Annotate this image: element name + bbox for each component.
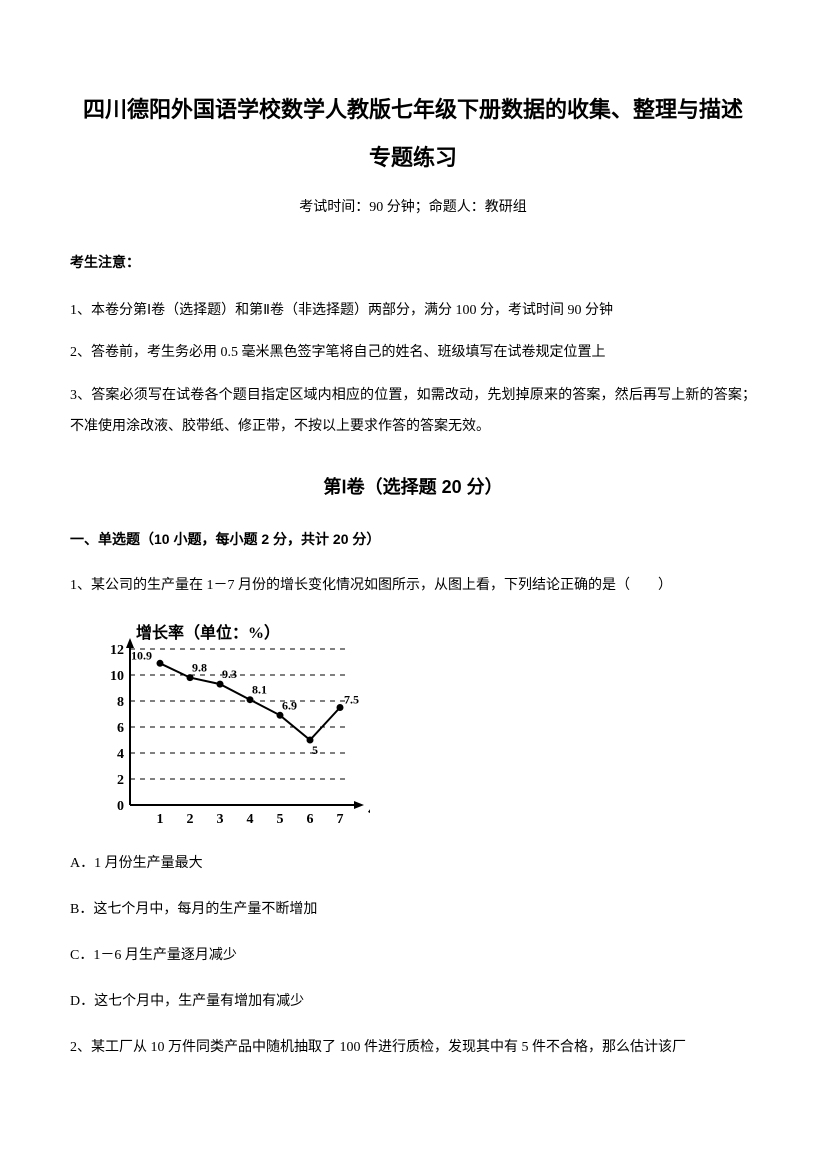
svg-text:6: 6 [117, 721, 124, 736]
svg-text:9.8: 9.8 [192, 661, 207, 675]
svg-text:10: 10 [110, 669, 124, 684]
q1-option-b: B．这七个月中，每月的生产量不断增加 [70, 896, 756, 924]
notice-item-2: 2、答卷前，考生务必用 0.5 毫米黑色签字笔将自己的姓名、班级填写在试卷规定位… [70, 338, 756, 369]
subsection-heading: 一、单选题（10 小题，每小题 2 分，共计 20 分） [70, 527, 756, 552]
svg-text:10.9: 10.9 [131, 649, 152, 663]
svg-text:4: 4 [117, 747, 124, 762]
growth-line-chart: 增长率（单位：%）0246810121234567月份10.99.89.38.1… [90, 620, 370, 830]
svg-text:9.3: 9.3 [222, 667, 237, 681]
svg-text:增长率（单位：%）: 增长率（单位：%） [136, 623, 280, 642]
exam-info: 考试时间：90 分钟；命题人：教研组 [70, 195, 756, 220]
svg-text:0: 0 [117, 799, 124, 814]
svg-text:6.9: 6.9 [282, 699, 297, 713]
chart-container: 增长率（单位：%）0246810121234567月份10.99.89.38.1… [90, 620, 756, 830]
svg-text:2: 2 [187, 812, 194, 827]
notice-item-3: 3、答案必须写在试卷各个题目指定区域内相应的位置，如需改动，先划掉原来的答案，然… [70, 381, 756, 443]
svg-text:8: 8 [117, 695, 124, 710]
question-1-stem: 1、某公司的生产量在 1－7 月份的增长变化情况如图所示，从图上看，下列结论正确… [70, 572, 756, 600]
title-sub: 专题练习 [70, 138, 756, 178]
svg-text:2: 2 [117, 773, 124, 788]
svg-text:8.1: 8.1 [252, 683, 267, 697]
q1-option-d: D．这七个月中，生产量有增加有减少 [70, 988, 756, 1016]
notice-item-1: 1、本卷分第Ⅰ卷（选择题）和第Ⅱ卷（非选择题）两部分，满分 100 分，考试时间… [70, 296, 756, 327]
notice-heading: 考生注意： [70, 250, 756, 275]
svg-text:5: 5 [312, 743, 318, 757]
svg-text:1: 1 [157, 812, 164, 827]
question-2-stem: 2、某工厂从 10 万件同类产品中随机抽取了 100 件进行质检，发现其中有 5… [70, 1034, 756, 1062]
svg-text:7: 7 [337, 812, 344, 827]
svg-text:12: 12 [110, 643, 124, 658]
svg-text:月份: 月份 [367, 796, 370, 815]
title-main: 四川德阳外国语学校数学人教版七年级下册数据的收集、整理与描述 [70, 90, 756, 130]
svg-text:6: 6 [307, 812, 314, 827]
q1-option-a: A．1 月份生产量最大 [70, 850, 756, 878]
svg-text:5: 5 [277, 812, 284, 827]
svg-text:7.5: 7.5 [344, 693, 359, 707]
svg-text:3: 3 [217, 812, 224, 827]
q1-option-c: C．1－6 月生产量逐月减少 [70, 942, 756, 970]
section-title: 第Ⅰ卷（选择题 20 分） [70, 471, 756, 503]
svg-text:4: 4 [247, 812, 254, 827]
